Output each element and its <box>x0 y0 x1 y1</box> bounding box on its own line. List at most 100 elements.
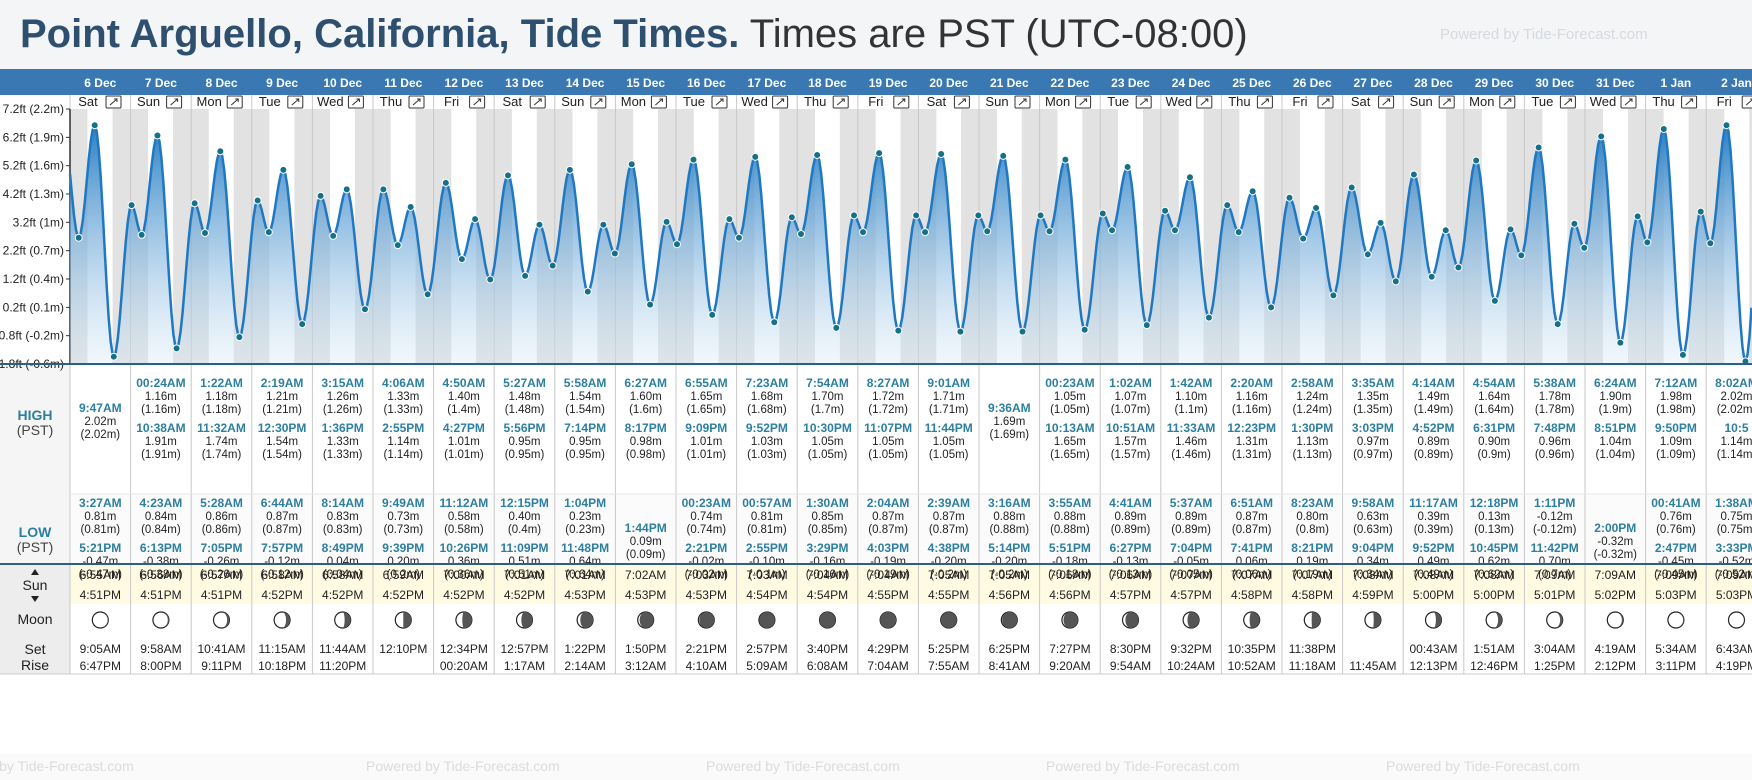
low-tide-height: 0.64m <box>569 556 601 568</box>
high-tide-point <box>1633 212 1642 221</box>
high-tide-time: 1:30PM <box>1291 421 1333 435</box>
weekday-label: Fri <box>444 94 459 109</box>
moon-shadow <box>1063 612 1078 628</box>
low-tide-time: 3:29PM <box>806 541 848 555</box>
low-tide-height-alt: (-0.45m) <box>1654 569 1698 581</box>
high-tide-height: 1.21m <box>266 391 298 403</box>
footer-watermark-text[interactable]: Powered by Tide-Forecast.com <box>1046 758 1240 774</box>
y-tick-label: 3.2ft (1m) <box>13 215 64 229</box>
sunset-time: 4:53PM <box>564 588 605 602</box>
sunset-time: 5:00PM <box>1413 588 1454 602</box>
footer-watermark-text[interactable]: Powered by Tide-Forecast.com <box>0 758 134 774</box>
high-tide-height: 1.78m <box>1539 391 1571 403</box>
moonrise-time: 1:25PM <box>1534 659 1575 673</box>
moon-shadow <box>282 612 291 628</box>
low-tide-point <box>1490 296 1499 305</box>
date-label: 1 Jan <box>1661 76 1692 90</box>
low-tide-height: -0.38m <box>143 556 179 568</box>
low-tide-time: 7:05PM <box>200 541 242 555</box>
low-tide-time: 11:12AM <box>440 496 489 510</box>
date-label: 18 Dec <box>808 76 847 90</box>
high-tide-height: 1.48m <box>509 391 541 403</box>
high-tide-height-alt: (1.04m) <box>1595 449 1635 461</box>
low-tide-time: 8:14AM <box>321 496 364 510</box>
high-tide-height: 1.69m <box>993 416 1025 428</box>
high-tide-point <box>912 211 921 220</box>
low-tide-height-alt: (-0.2m) <box>930 569 967 581</box>
weekday-label: Sat <box>502 94 522 109</box>
low-tide-point <box>423 290 432 299</box>
low-tide-height-alt: (0.23m) <box>565 524 605 536</box>
date-label: 15 Dec <box>626 76 665 90</box>
high-tide-time: 10:13AM <box>1045 421 1094 435</box>
expand-icon <box>776 98 785 106</box>
high-tide-height-alt: (1.05m) <box>808 449 848 461</box>
low-tide-time: 8:23AM <box>1291 496 1334 510</box>
low-tide-point <box>1454 263 1463 272</box>
low-tide-height: -0.10m <box>749 556 785 568</box>
high-tide-time: 9:47AM <box>79 401 122 415</box>
low-tide-height: 0.51m <box>509 556 541 568</box>
low-tide-time: 3:16AM <box>988 496 1031 510</box>
weekday-label: Tue <box>683 94 705 109</box>
footer-watermark-text[interactable]: Powered by Tide-Forecast.com <box>366 758 560 774</box>
moonset-time: 12:10PM <box>379 642 427 656</box>
high-tide-time: 5:56PM <box>503 421 545 435</box>
high-tide-height-alt: (1.01m) <box>686 449 726 461</box>
date-label: 26 Dec <box>1293 76 1332 90</box>
low-tide-height: -0.12m <box>264 556 300 568</box>
expand-icon <box>836 98 845 106</box>
low-tide-time: 00:57AM <box>742 496 791 510</box>
sunrise-time: 7:04AM <box>807 568 848 582</box>
high-tide-point <box>316 191 325 200</box>
low-tide-point <box>1045 227 1054 236</box>
low-tide-height: 0.39m <box>1418 511 1450 523</box>
low-row-tz: (PST) <box>17 539 54 555</box>
low-tide-time: 4:03PM <box>867 541 909 555</box>
moonset-time: 11:44AM <box>319 642 366 656</box>
low-tide-height-alt: (-0.52m) <box>1715 569 1752 581</box>
low-tide-height: 0.63m <box>1357 511 1389 523</box>
expand-icon <box>1745 98 1752 106</box>
low-tide-point <box>1329 291 1338 300</box>
high-tide-height-alt: (1.65m) <box>686 404 726 416</box>
low-tide-time: 11:48PM <box>561 541 609 555</box>
high-tide-point <box>599 220 608 229</box>
low-tide-height: 0.83m <box>327 511 359 523</box>
high-tide-point <box>1534 143 1543 152</box>
high-tide-height-alt: (1.16m) <box>141 404 181 416</box>
powered-by-link[interactable]: Powered by Tide-Forecast.com <box>1440 26 1648 43</box>
low-tide-time: 4:38PM <box>928 541 970 555</box>
low-tide-time: 1:38AM <box>1715 496 1752 510</box>
date-label: 7 Dec <box>145 76 177 90</box>
y-tick-label: 1.2ft (0.4m) <box>3 272 64 286</box>
high-tide-height-alt: (0.96m) <box>1535 449 1575 461</box>
sunset-time: 4:57PM <box>1110 588 1151 602</box>
moonrise-time: 3:12AM <box>625 659 666 673</box>
sunset-time: 4:52PM <box>383 588 424 602</box>
low-tide-time: 2:55PM <box>746 541 788 555</box>
moonrise-time: 8:41AM <box>989 659 1030 673</box>
high-tide-time: 6:55AM <box>685 376 728 390</box>
low-tide-point <box>1170 226 1179 235</box>
footer-watermark-text[interactable]: Powered by Tide-Forecast.com <box>706 758 900 774</box>
moonset-time: 4:19AM <box>1595 642 1636 656</box>
moonset-time: 4:29PM <box>867 642 908 656</box>
high-tide-time: 2:19AM <box>261 376 304 390</box>
footer-watermark-text[interactable]: Powered by Tide-Forecast.com <box>1386 758 1580 774</box>
low-tide-time: 8:21PM <box>1291 541 1333 555</box>
moonset-time: 2:57PM <box>746 642 787 656</box>
moonset-time: 12:57PM <box>500 642 548 656</box>
low-tide-time: 3:33PM <box>1715 541 1752 555</box>
date-label: 10 Dec <box>323 76 362 90</box>
weekday-label: Sun <box>561 94 584 109</box>
expand-icon <box>655 98 663 106</box>
low-tide-height: 0.87m <box>266 511 298 523</box>
date-label: 16 Dec <box>687 76 726 90</box>
low-tide-height-alt: (0.89m) <box>1111 524 1151 536</box>
moon-shadow <box>1494 612 1503 628</box>
high-tide-time: 4:54AM <box>1473 376 1516 390</box>
low-tide-point <box>548 261 557 270</box>
high-tide-height: 1.72m <box>872 391 904 403</box>
sunrise-time: 7:09AM <box>1534 568 1575 582</box>
